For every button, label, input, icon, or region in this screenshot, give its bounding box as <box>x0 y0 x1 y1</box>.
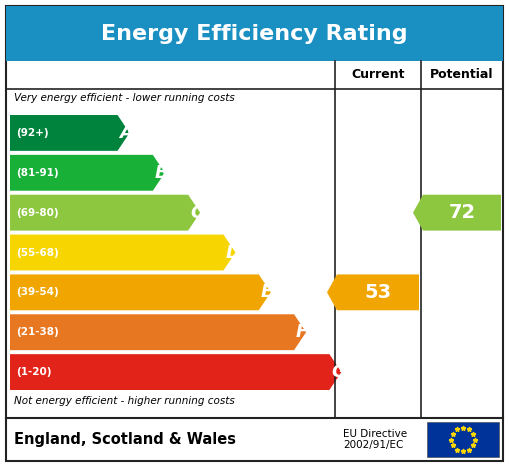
Text: Very energy efficient - lower running costs: Very energy efficient - lower running co… <box>14 93 235 103</box>
Polygon shape <box>10 115 129 151</box>
Text: (21-38): (21-38) <box>16 327 59 337</box>
Text: C: C <box>190 204 204 222</box>
Text: E: E <box>261 283 273 301</box>
Polygon shape <box>10 314 306 350</box>
Polygon shape <box>10 155 165 191</box>
Text: F: F <box>296 323 308 341</box>
Text: Not energy efficient - higher running costs: Not energy efficient - higher running co… <box>14 396 235 406</box>
Text: B: B <box>155 164 168 182</box>
Polygon shape <box>327 275 419 310</box>
Text: 72: 72 <box>448 203 475 222</box>
Text: D: D <box>225 243 240 262</box>
Text: 53: 53 <box>364 283 391 302</box>
Bar <box>427 422 499 457</box>
Text: A: A <box>120 124 133 142</box>
Text: (55-68): (55-68) <box>16 248 59 257</box>
Polygon shape <box>10 275 271 310</box>
Text: (81-91): (81-91) <box>16 168 59 178</box>
Polygon shape <box>10 195 200 231</box>
Text: (92+): (92+) <box>16 128 49 138</box>
Text: (39-54): (39-54) <box>16 287 59 297</box>
Text: Energy Efficiency Rating: Energy Efficiency Rating <box>101 23 408 43</box>
Polygon shape <box>413 195 501 231</box>
Text: (69-80): (69-80) <box>16 208 59 218</box>
Polygon shape <box>10 234 236 270</box>
Text: (1-20): (1-20) <box>16 367 51 377</box>
Text: England, Scotland & Wales: England, Scotland & Wales <box>14 432 236 447</box>
Text: G: G <box>331 363 346 381</box>
Text: Potential: Potential <box>430 69 494 82</box>
Polygon shape <box>10 354 342 390</box>
Text: EU Directive
2002/91/EC: EU Directive 2002/91/EC <box>343 429 407 450</box>
Bar <box>6 6 503 61</box>
Text: Current: Current <box>351 69 405 82</box>
